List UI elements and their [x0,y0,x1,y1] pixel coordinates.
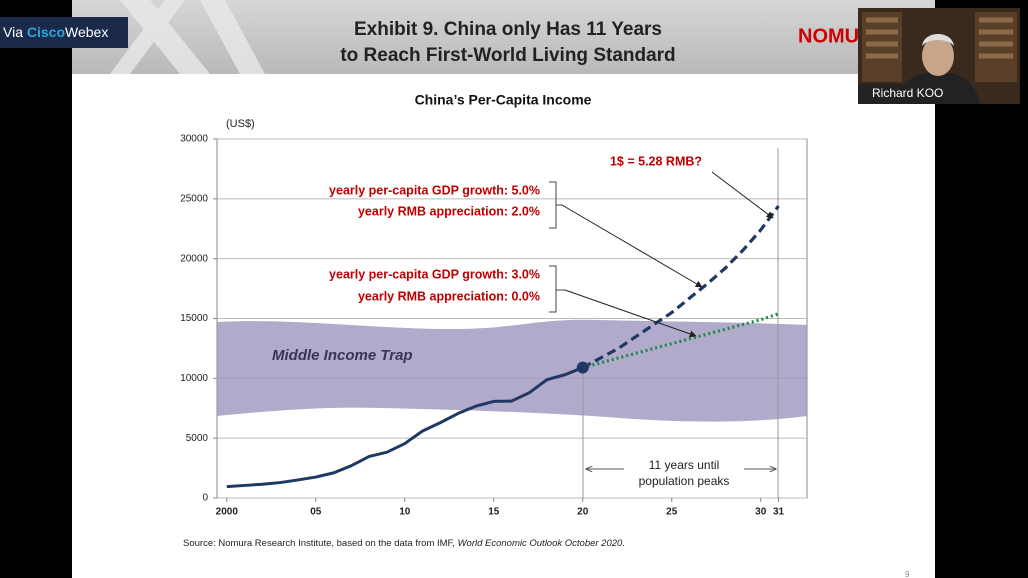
x-tick-label: 30 [755,507,767,518]
band-label: Middle Income Trap [272,347,413,364]
slide-title: to Reach First-World Living Standard [340,45,675,66]
arrow [711,171,774,219]
annotation: 1$ = 5.28 RMB? [610,154,702,168]
webex-badge [0,17,128,48]
annotation: yearly per-capita GDP growth: 3.0% [329,267,540,281]
x-tick-label: 2000 [216,507,239,518]
x-tick-label: 25 [666,507,678,518]
y-tick-label: 0 [202,493,208,504]
annotation: yearly per-capita GDP growth: 5.0% [329,183,540,197]
y-tick-label: 10000 [180,373,208,384]
participant-name: Richard KOO [872,86,943,100]
header-decoration [110,0,265,74]
annotation: yearly RMB appreciation: 2.0% [358,204,540,218]
x-tick-label: 10 [399,507,411,518]
x-tick-label: 20 [577,507,589,518]
webex-label: Via CiscoWebex [3,24,108,40]
y-tick-label: 15000 [180,313,208,324]
x-tick-label: 15 [488,507,500,518]
annotation: population peaks [639,474,730,488]
series-line [581,205,780,369]
y-tick-label: 30000 [180,134,208,145]
y-tick-label: 20000 [180,253,208,264]
arrow [564,289,697,338]
y-unit: (US$) [226,118,255,130]
y-tick-label: 5000 [186,433,209,444]
source-note: Source: Nomura Research Institute, based… [183,538,625,549]
series-line [582,312,780,370]
bracket [549,181,562,229]
middle-income-band [217,319,807,422]
arrow [561,204,703,288]
annotation: 11 years until [649,458,719,472]
chart-title: China’s Per-Capita Income [415,92,592,108]
series-line [226,366,584,489]
x-tick-label: 05 [310,507,322,518]
slide-title: Exhibit 9. China only Has 11 Years [354,19,662,40]
bracket [549,265,565,313]
chart: China’s Per-Capita Income (US$) Middle I… [180,92,808,518]
x-tick-label: 31 [773,507,785,518]
page-number: 9 [905,570,910,578]
slide [72,0,935,578]
annotation: yearly RMB appreciation: 0.0% [358,289,540,303]
y-tick-label: 25000 [180,193,208,204]
video-thumbnail: Richard KOO [858,8,1020,104]
end-point [576,361,589,374]
